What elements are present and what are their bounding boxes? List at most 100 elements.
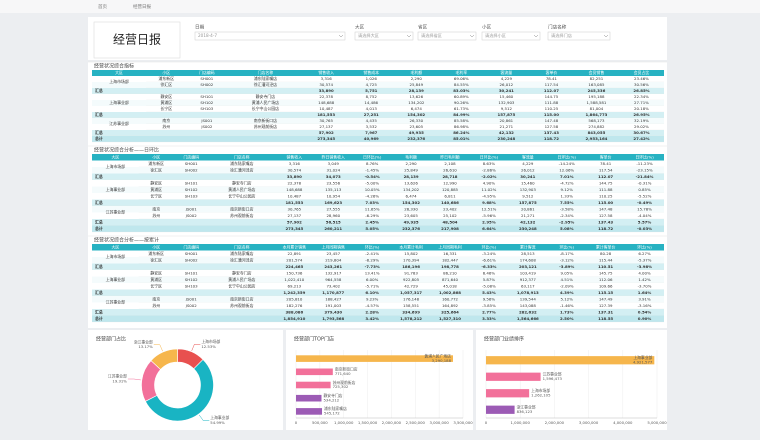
table-row <box>92 276 664 283</box>
table-cell: 黄浦人民广场店 <box>252 100 279 105</box>
bar[interactable] <box>486 372 541 381</box>
nav-tab[interactable]: 首页 <box>98 3 107 10</box>
table-cell: 2,108 <box>444 161 456 166</box>
column-header: 会员占比 <box>634 70 650 75</box>
filter-input[interactable] <box>481 31 541 41</box>
total-cell: 49,935 <box>404 219 419 224</box>
table-cell: 61.73% <box>454 106 469 111</box>
table-cell: 徐汇区 <box>150 257 162 262</box>
total-cell: 34,073 <box>326 174 341 179</box>
bar-label: 黄浦人民广场店 <box>424 353 451 358</box>
table-cell: 1,588,581 <box>587 100 607 105</box>
table-cell: 91,783 <box>404 270 418 275</box>
table-cell: 134,202 <box>408 100 425 105</box>
table-cell: 912,377 <box>520 277 537 282</box>
table-cell: -2.41% <box>365 251 379 256</box>
bar-value: 1,596,473 <box>543 376 563 381</box>
column-header: 本月累计销售 <box>283 244 306 249</box>
total-cell: 186,196 <box>402 264 420 269</box>
bar[interactable] <box>296 368 333 376</box>
table-cell: 22,891 <box>288 251 302 256</box>
slice-value: 19.31% <box>112 378 127 383</box>
total-cell: 2.45% <box>365 219 379 224</box>
table-cell: 4,229 <box>501 76 513 81</box>
table-cell: -2.86% <box>482 167 496 172</box>
total-cell: 203,121 <box>519 264 537 269</box>
x-tick-label: 2,000,000 <box>382 420 402 425</box>
pie-slice[interactable] <box>150 348 178 370</box>
x-tick-label: 4,000,000 <box>613 420 633 425</box>
table-cell: 60.89% <box>454 94 469 99</box>
filter-input[interactable] <box>194 31 346 41</box>
table-cell: 12.51% <box>481 206 496 211</box>
table-cell: -0.31% <box>638 180 652 185</box>
table-row <box>92 186 664 193</box>
bar[interactable] <box>296 408 323 415</box>
table-cell: 13.41% <box>365 270 380 275</box>
table-cell: 78.41 <box>546 76 558 81</box>
table-cell: 南京新街口店 <box>254 118 277 123</box>
bar[interactable] <box>296 355 453 362</box>
nav-tab[interactable]: 经营日报 <box>133 3 151 10</box>
table-cell: 188,427 <box>325 296 342 301</box>
bar[interactable] <box>296 381 331 389</box>
table-cell: 73,402 <box>326 283 340 288</box>
bar[interactable] <box>486 356 655 365</box>
column-header: 小区 <box>162 70 170 75</box>
leader-line <box>153 344 163 352</box>
slice-value: 13.17% <box>138 344 153 349</box>
table-cell: -2.34% <box>560 213 574 218</box>
table-cell: -4.57% <box>365 303 379 308</box>
column-header: 大区 <box>111 244 119 249</box>
table-cell: 30,574 <box>319 82 333 87</box>
x-tick-label: 1,000,000 <box>334 420 354 425</box>
table-cell: 112.06 <box>599 277 613 282</box>
table-cell: 4.90% <box>483 180 496 185</box>
table-cell: 5.12% <box>561 296 574 301</box>
total-cell: 260,211 <box>324 226 342 231</box>
bar[interactable] <box>296 394 322 402</box>
total-cell: 33,890 <box>287 174 302 179</box>
table-cell: SH101 <box>200 94 213 99</box>
total-cell: 3.33% <box>482 316 496 321</box>
filter-input[interactable] <box>354 31 414 41</box>
total-cell: 388,086 <box>285 309 303 314</box>
x-tick-label: 1,500,000 <box>358 420 378 425</box>
bar[interactable] <box>486 405 515 414</box>
table-cell: 82,251 <box>590 76 604 81</box>
total-cell: -2.95% <box>559 219 574 224</box>
table-cell: 静安寺门店 <box>256 94 276 99</box>
filter-value: 请选择大区 <box>358 32 379 39</box>
table-cell: 111.88 <box>599 187 613 192</box>
pie-slice[interactable] <box>144 359 214 422</box>
filter-input[interactable] <box>547 31 611 41</box>
total-cell: 27,251 <box>364 112 379 117</box>
table-cell: 浦东新区 <box>148 251 164 256</box>
bar-value: 1,262,105 <box>531 392 551 397</box>
total-cell: 282,632 <box>519 309 537 314</box>
table-cell: 150,736 <box>286 270 303 275</box>
filter-input[interactable] <box>417 31 477 41</box>
table-cell: 26,012 <box>500 82 514 87</box>
table-cell: 4,435 <box>366 118 378 123</box>
total-row <box>92 219 664 226</box>
table-cell: 13,626 <box>404 180 418 185</box>
table-cell: 27.71% <box>634 100 649 105</box>
bar[interactable] <box>486 389 530 398</box>
x-tick-label: 5,000,000 <box>647 420 667 425</box>
table-cell: 143,088 <box>520 303 537 308</box>
table-cell: 苏州 <box>152 303 160 308</box>
bar-label: 静安寺门店 <box>323 393 342 398</box>
table-cell: 15,460 <box>521 180 535 185</box>
column-header: 客流量 <box>501 70 513 75</box>
total-cell: 137.43 <box>598 219 613 224</box>
table-cell: 274,882 <box>588 124 605 129</box>
total-cell: 230,248 <box>519 226 537 231</box>
table-cell: -5.08% <box>482 283 496 288</box>
table-cell: 182,276 <box>286 303 303 308</box>
total-label: 汇总 <box>95 264 103 269</box>
filter-label: 日期 <box>195 25 205 31</box>
table-cell: 23,402 <box>443 206 457 211</box>
column-header: 毛利额 <box>410 70 422 75</box>
